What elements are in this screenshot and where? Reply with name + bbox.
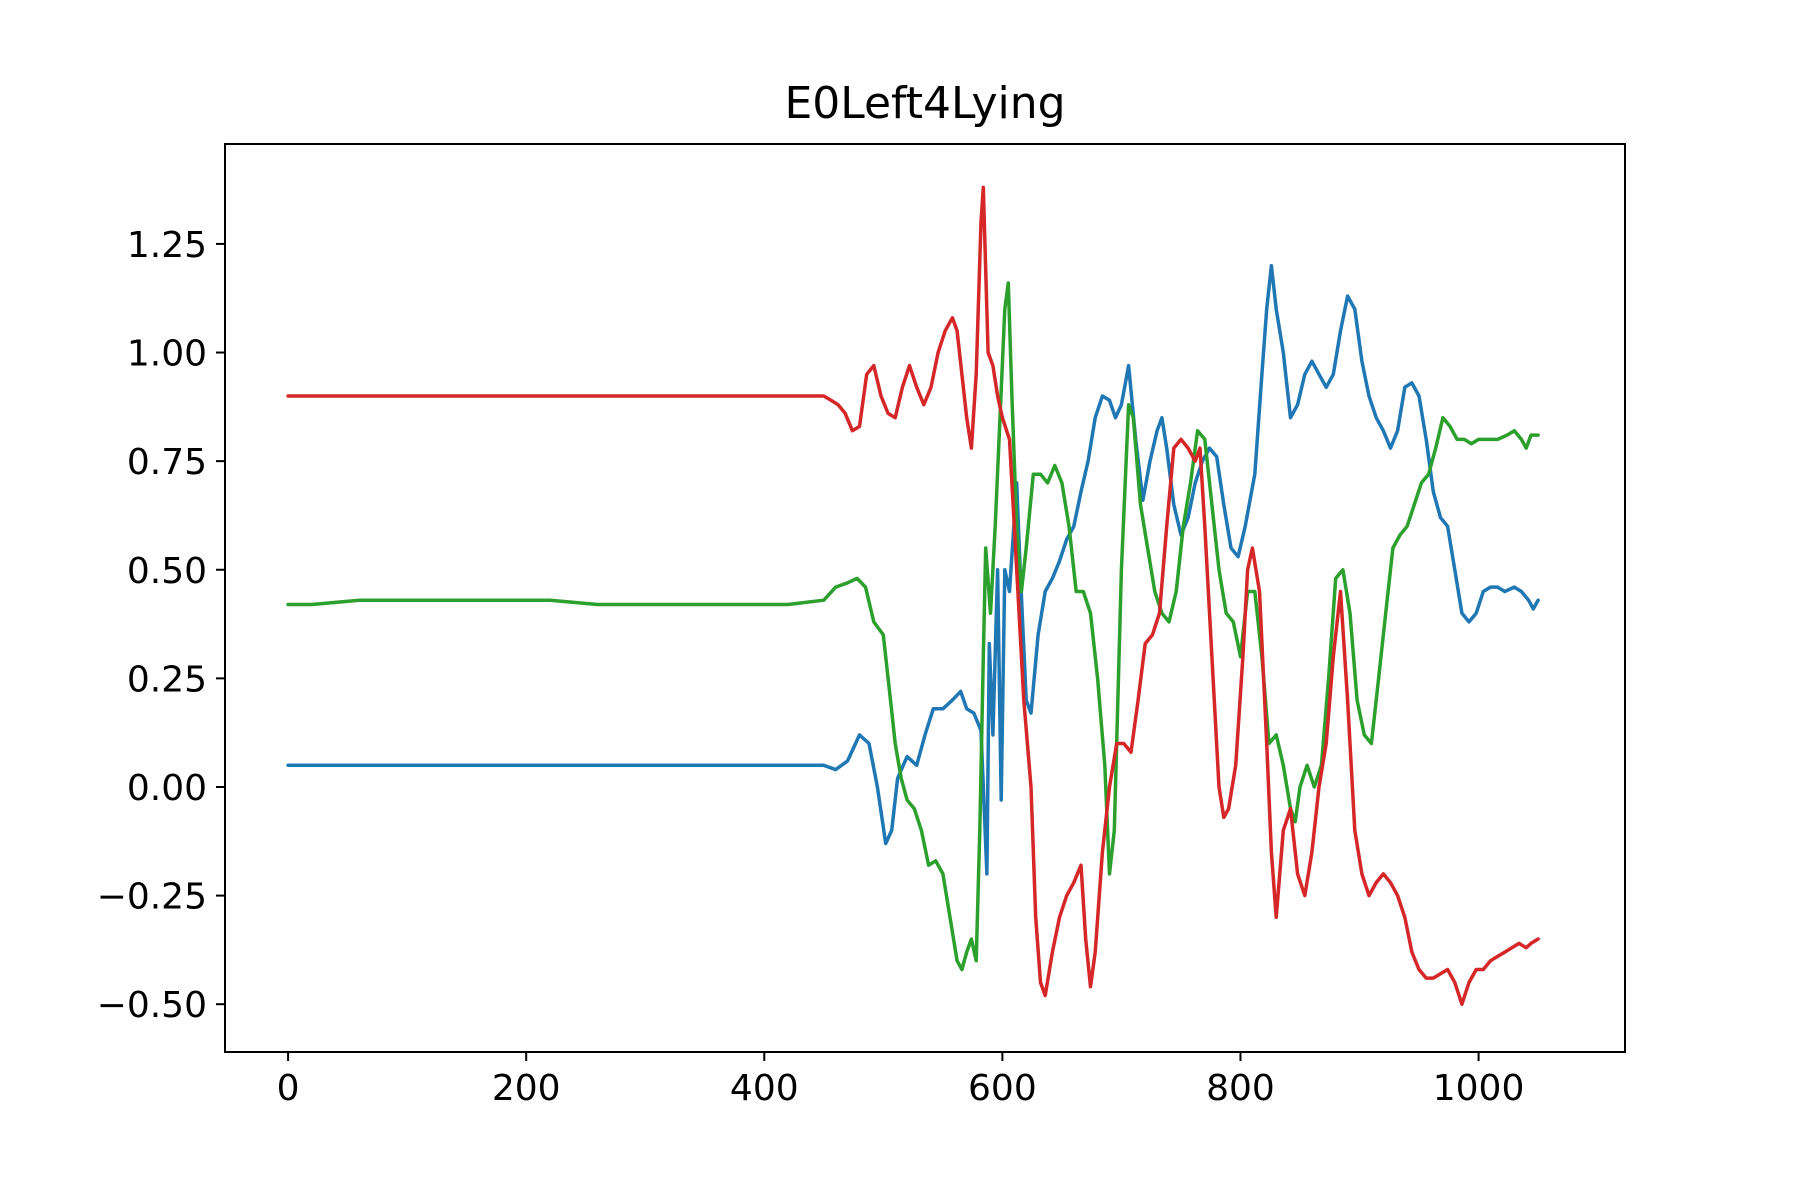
y-tick-label: −0.25 [97,877,207,918]
y-tick-label: −0.50 [97,985,207,1026]
x-tick-label: 400 [730,1068,799,1109]
y-tick-label: 1.25 [127,225,207,266]
y-tick-label: 0.50 [127,551,207,592]
y-tick-label: 0.00 [127,768,207,809]
x-axis-ticks: 0 200 400 600 800 1000 [277,1052,1525,1109]
x-tick-label: 600 [968,1068,1037,1109]
x-tick-label: 0 [277,1068,300,1109]
y-axis-ticks: −0.50 −0.25 0.00 0.25 0.50 0.75 1.00 1.25 [97,225,225,1026]
x-tick-label: 1000 [1433,1068,1525,1109]
x-tick-label: 800 [1206,1068,1275,1109]
plot-frame [224,143,1626,1053]
series-line-1 [286,281,1540,972]
series-line-2 [286,185,1540,1006]
y-tick-label: 0.75 [127,442,207,483]
x-tick-label: 200 [492,1068,561,1109]
chart-title: E0Left4Lying [784,78,1065,129]
y-tick-label: 0.25 [127,659,207,700]
series-line-0 [286,263,1540,876]
y-tick-label: 1.00 [127,334,207,375]
series-layer [286,185,1540,1006]
